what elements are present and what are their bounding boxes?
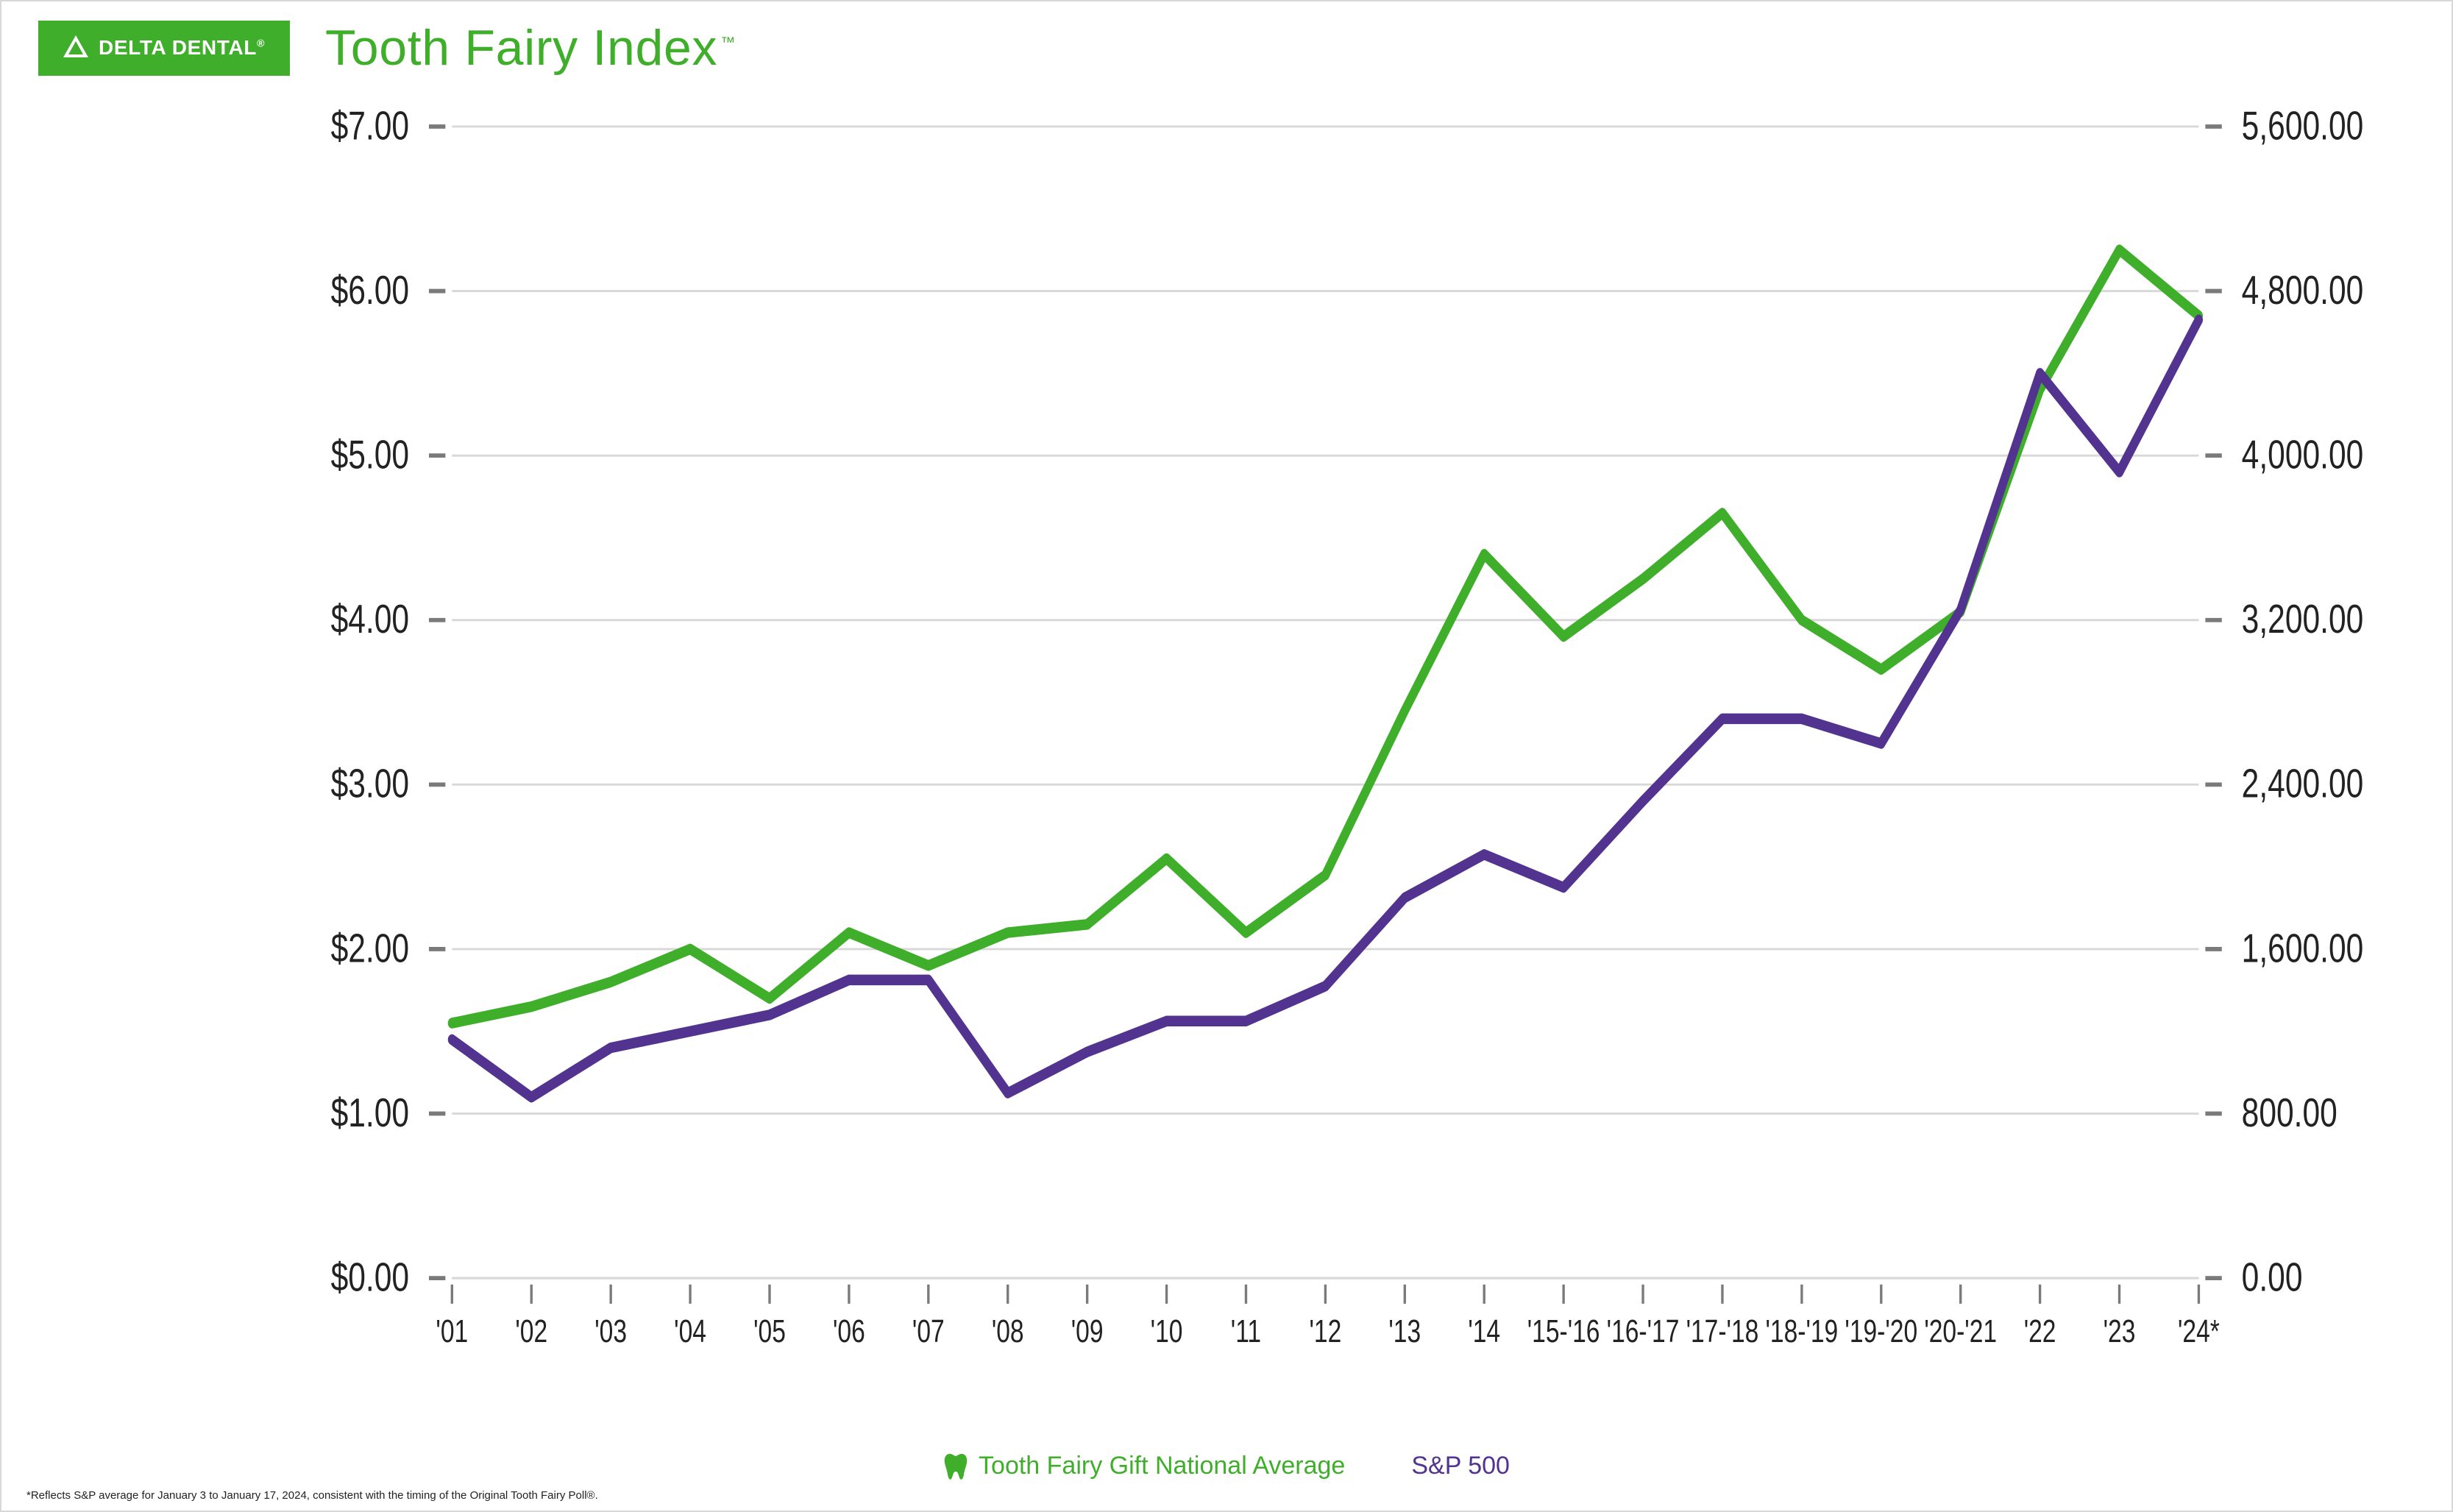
svg-text:$5.00: $5.00	[331, 432, 409, 478]
footnote: *Reflects S&P average for January 3 to J…	[24, 1489, 2429, 1502]
svg-text:'17-'18: '17-'18	[1686, 1314, 1759, 1349]
svg-text:800.00: 800.00	[2242, 1090, 2337, 1136]
svg-text:'11: '11	[1231, 1314, 1261, 1349]
brand-badge: DELTA DENTAL®	[38, 21, 290, 76]
svg-text:'07: '07	[912, 1314, 945, 1349]
svg-text:'14: '14	[1468, 1314, 1500, 1349]
svg-text:'06: '06	[833, 1314, 865, 1349]
svg-text:'09: '09	[1071, 1314, 1104, 1349]
svg-text:'20-'21: '20-'21	[1924, 1314, 1997, 1349]
svg-text:'23: '23	[2104, 1314, 2136, 1349]
line-chart: $0.00 0.00 $1.00 800.00 $2.00 1,600.00 $3.00 2,…	[24, 84, 2429, 1449]
svg-text:4,800.00: 4,800.00	[2242, 268, 2364, 313]
svg-text:0.00: 0.00	[2242, 1254, 2303, 1300]
delta-icon	[63, 35, 88, 61]
svg-text:'10: '10	[1151, 1314, 1183, 1349]
legend-label: Tooth Fairy Gift National Average	[979, 1452, 1345, 1480]
chart-card: DELTA DENTAL® Tooth Fairy Index™ $0.00 0.…	[0, 0, 2453, 1512]
header: DELTA DENTAL® Tooth Fairy Index™	[24, 19, 2429, 77]
svg-text:5,600.00: 5,600.00	[2242, 103, 2364, 149]
svg-text:'24*: '24*	[2178, 1314, 2220, 1349]
svg-text:$3.00: $3.00	[331, 761, 409, 806]
svg-text:'18-'19: '18-'19	[1765, 1314, 1838, 1349]
chart-area: $0.00 0.00 $1.00 800.00 $2.00 1,600.00 $3.00 2,…	[24, 84, 2429, 1449]
svg-text:'12: '12	[1309, 1314, 1341, 1349]
svg-text:1,600.00: 1,600.00	[2242, 926, 2364, 971]
svg-text:3,200.00: 3,200.00	[2242, 597, 2364, 642]
svg-text:'03: '03	[594, 1314, 627, 1349]
svg-text:'04: '04	[674, 1314, 706, 1349]
svg-text:$2.00: $2.00	[331, 926, 409, 971]
page-title: Tooth Fairy Index™	[325, 19, 736, 77]
svg-text:'15-'16: '15-'16	[1527, 1314, 1600, 1349]
title-tm: ™	[720, 35, 736, 51]
svg-text:4,000.00: 4,000.00	[2242, 432, 2364, 478]
svg-text:'16-'17: '16-'17	[1607, 1314, 1680, 1349]
svg-text:$7.00: $7.00	[331, 103, 409, 149]
svg-text:'22: '22	[2024, 1314, 2056, 1349]
brand-name: DELTA DENTAL®	[99, 36, 265, 60]
brand-name-text: DELTA DENTAL	[99, 36, 257, 59]
legend-item-sp500: S&P 500	[1411, 1452, 1510, 1480]
tooth-icon	[943, 1452, 968, 1480]
brand-reg: ®	[257, 38, 265, 49]
svg-text:'01: '01	[436, 1314, 468, 1349]
svg-text:'02: '02	[515, 1314, 547, 1349]
svg-text:$0.00: $0.00	[331, 1254, 409, 1300]
legend: Tooth Fairy Gift National Average S&P 50…	[24, 1452, 2429, 1480]
svg-text:'19-'20: '19-'20	[1845, 1314, 1917, 1349]
svg-text:'05: '05	[753, 1314, 786, 1349]
svg-text:$1.00: $1.00	[331, 1090, 409, 1136]
legend-item-tooth-fairy: Tooth Fairy Gift National Average	[943, 1452, 1345, 1480]
legend-label: S&P 500	[1411, 1452, 1510, 1480]
svg-text:'08: '08	[992, 1314, 1024, 1349]
svg-text:$4.00: $4.00	[331, 597, 409, 642]
svg-text:'13: '13	[1388, 1314, 1421, 1349]
svg-text:2,400.00: 2,400.00	[2242, 761, 2364, 806]
svg-text:$6.00: $6.00	[331, 268, 409, 313]
title-text: Tooth Fairy Index	[325, 20, 717, 76]
